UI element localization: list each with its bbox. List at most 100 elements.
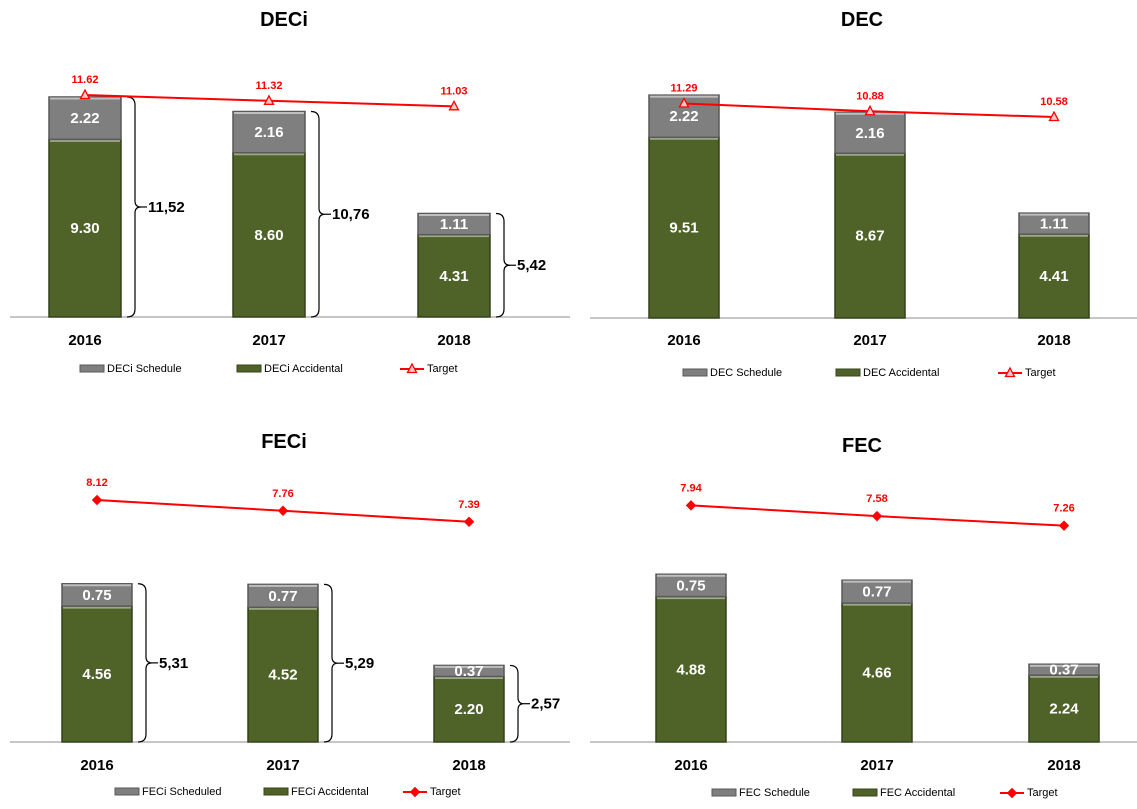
total-bracket <box>323 583 339 743</box>
total-label: 5,31 <box>159 655 188 672</box>
x-tick-label: 2018 <box>437 332 470 349</box>
legend-label: DEC Schedule <box>710 367 782 379</box>
chart-title: DECi <box>260 9 308 31</box>
legend-swatch <box>711 788 737 797</box>
data-label-accidental: 4.56 <box>82 666 111 683</box>
total-bracket <box>310 110 326 318</box>
bar-schedule-2018 <box>433 664 505 678</box>
target-marker <box>1058 520 1070 531</box>
legend-label: DECi Schedule <box>107 363 182 375</box>
data-label-accidental: 2.20 <box>454 701 483 718</box>
bar-schedule-2018 <box>1018 212 1090 235</box>
legend-label: DEC Accidental <box>863 367 939 379</box>
target-marker <box>463 516 475 527</box>
bar-schedule-2017 <box>247 583 319 609</box>
legend-marker <box>409 786 421 798</box>
data-label-accidental: 8.60 <box>254 227 283 244</box>
target-marker <box>685 500 697 511</box>
bar-schedule-2016 <box>655 573 727 598</box>
chart-dec: DEC 9.51 2.22 2016 8.67 2.16 2017 4.41 1.11 2018 1… <box>590 9 1137 379</box>
data-label-accidental: 2.24 <box>1049 701 1079 718</box>
legend-label: Target <box>430 786 461 798</box>
x-tick-label: 2016 <box>68 332 101 349</box>
chart-deci: DECi 9.30 2.22 2016 11,52 8.60 2.16 2017 10,76 4.… <box>10 9 570 375</box>
data-label-schedule: 0.77 <box>862 584 891 601</box>
total-bracket <box>126 96 142 318</box>
legend-label: FECi Scheduled <box>142 786 222 798</box>
legend-label: FEC Schedule <box>739 787 810 799</box>
total-label: 2,57 <box>531 696 560 713</box>
target-label: 10.58 <box>1040 96 1068 108</box>
target-label: 11.32 <box>256 80 283 92</box>
legend-label: FECi Accidental <box>291 786 369 798</box>
x-tick-label: 2017 <box>266 757 299 774</box>
legend-swatch <box>236 364 262 373</box>
data-label-schedule: 0.75 <box>676 577 705 594</box>
legend: DEC Schedule DEC Accidental Target <box>682 366 1056 379</box>
legend: FECi Scheduled FECi Accidental Target <box>114 786 461 798</box>
legend-label: Target <box>427 363 458 375</box>
target-label: 7.39 <box>458 499 479 511</box>
target-label: 11.03 <box>441 85 468 97</box>
total-bracket <box>137 583 153 743</box>
target-label: 10.88 <box>856 90 884 102</box>
chart-fec: FEC 4.88 0.75 2016 4.66 0.77 2017 2.24 0.37 2018 7… <box>590 435 1137 799</box>
bar-accidental-2017 <box>247 606 319 743</box>
target-marker <box>448 99 460 111</box>
total-label: 5,42 <box>517 257 546 274</box>
data-label-schedule: 0.77 <box>268 588 297 605</box>
data-label-schedule: 2.16 <box>254 124 283 141</box>
bar-schedule-2017 <box>232 110 306 154</box>
target-marker <box>263 94 275 105</box>
data-label-schedule: 2.22 <box>70 110 99 127</box>
target-marker <box>277 505 289 516</box>
target-label: 11.62 <box>72 74 99 86</box>
target-marker <box>79 88 91 100</box>
target-label: 7.94 <box>680 482 702 494</box>
legend-swatch <box>79 364 105 373</box>
legend-swatch <box>114 787 140 796</box>
legend-marker <box>406 362 418 374</box>
x-tick-label: 2016 <box>80 757 113 774</box>
x-tick-label: 2018 <box>1047 757 1080 774</box>
data-label-accidental: 4.88 <box>676 661 705 678</box>
legend-label: FEC Accidental <box>880 787 955 799</box>
target-marker <box>91 494 103 506</box>
target-label: 11.29 <box>671 82 698 94</box>
data-label-accidental: 4.66 <box>862 665 891 682</box>
legend-label: Target <box>1027 787 1058 799</box>
target-label: 7.58 <box>866 493 887 505</box>
x-tick-label: 2018 <box>452 757 485 774</box>
data-label-accidental: 4.31 <box>439 268 468 285</box>
legend: FEC Schedule FEC Accidental Target <box>711 787 1058 799</box>
bar-accidental-2016 <box>48 138 122 318</box>
data-label-schedule: 1.11 <box>440 216 468 233</box>
legend-label: Target <box>1025 367 1056 379</box>
bar-accidental-2016 <box>655 595 727 743</box>
bar-schedule-2018 <box>417 212 491 236</box>
legend-swatch <box>835 368 861 377</box>
total-bracket <box>509 664 525 743</box>
total-label: 10,76 <box>332 206 370 223</box>
chart-feci: FECi 4.56 0.75 2016 5,31 4.52 0.77 2017 5,29 2.20… <box>10 431 570 798</box>
target-marker <box>871 510 883 522</box>
data-label-schedule: 0.37 <box>454 663 483 680</box>
chart-title: FECi <box>261 431 307 453</box>
data-label-schedule: 2.22 <box>669 108 698 125</box>
total-label: 5,29 <box>345 655 374 672</box>
x-tick-label: 2018 <box>1037 332 1070 349</box>
target-label: 7.76 <box>272 488 293 500</box>
bar-schedule-2017 <box>841 579 913 604</box>
data-label-schedule: 0.37 <box>1049 662 1078 679</box>
legend-marker <box>1004 366 1016 378</box>
bar-schedule-2017 <box>834 111 906 155</box>
bar-accidental-2016 <box>61 605 133 743</box>
target-marker <box>1048 110 1060 122</box>
bar-accidental-2018 <box>417 233 491 318</box>
bar-schedule-2016 <box>61 583 133 607</box>
data-label-schedule: 0.75 <box>82 587 111 604</box>
legend-swatch <box>263 787 289 796</box>
target-label: 7.26 <box>1053 503 1074 515</box>
target-label: 8.12 <box>86 477 107 489</box>
